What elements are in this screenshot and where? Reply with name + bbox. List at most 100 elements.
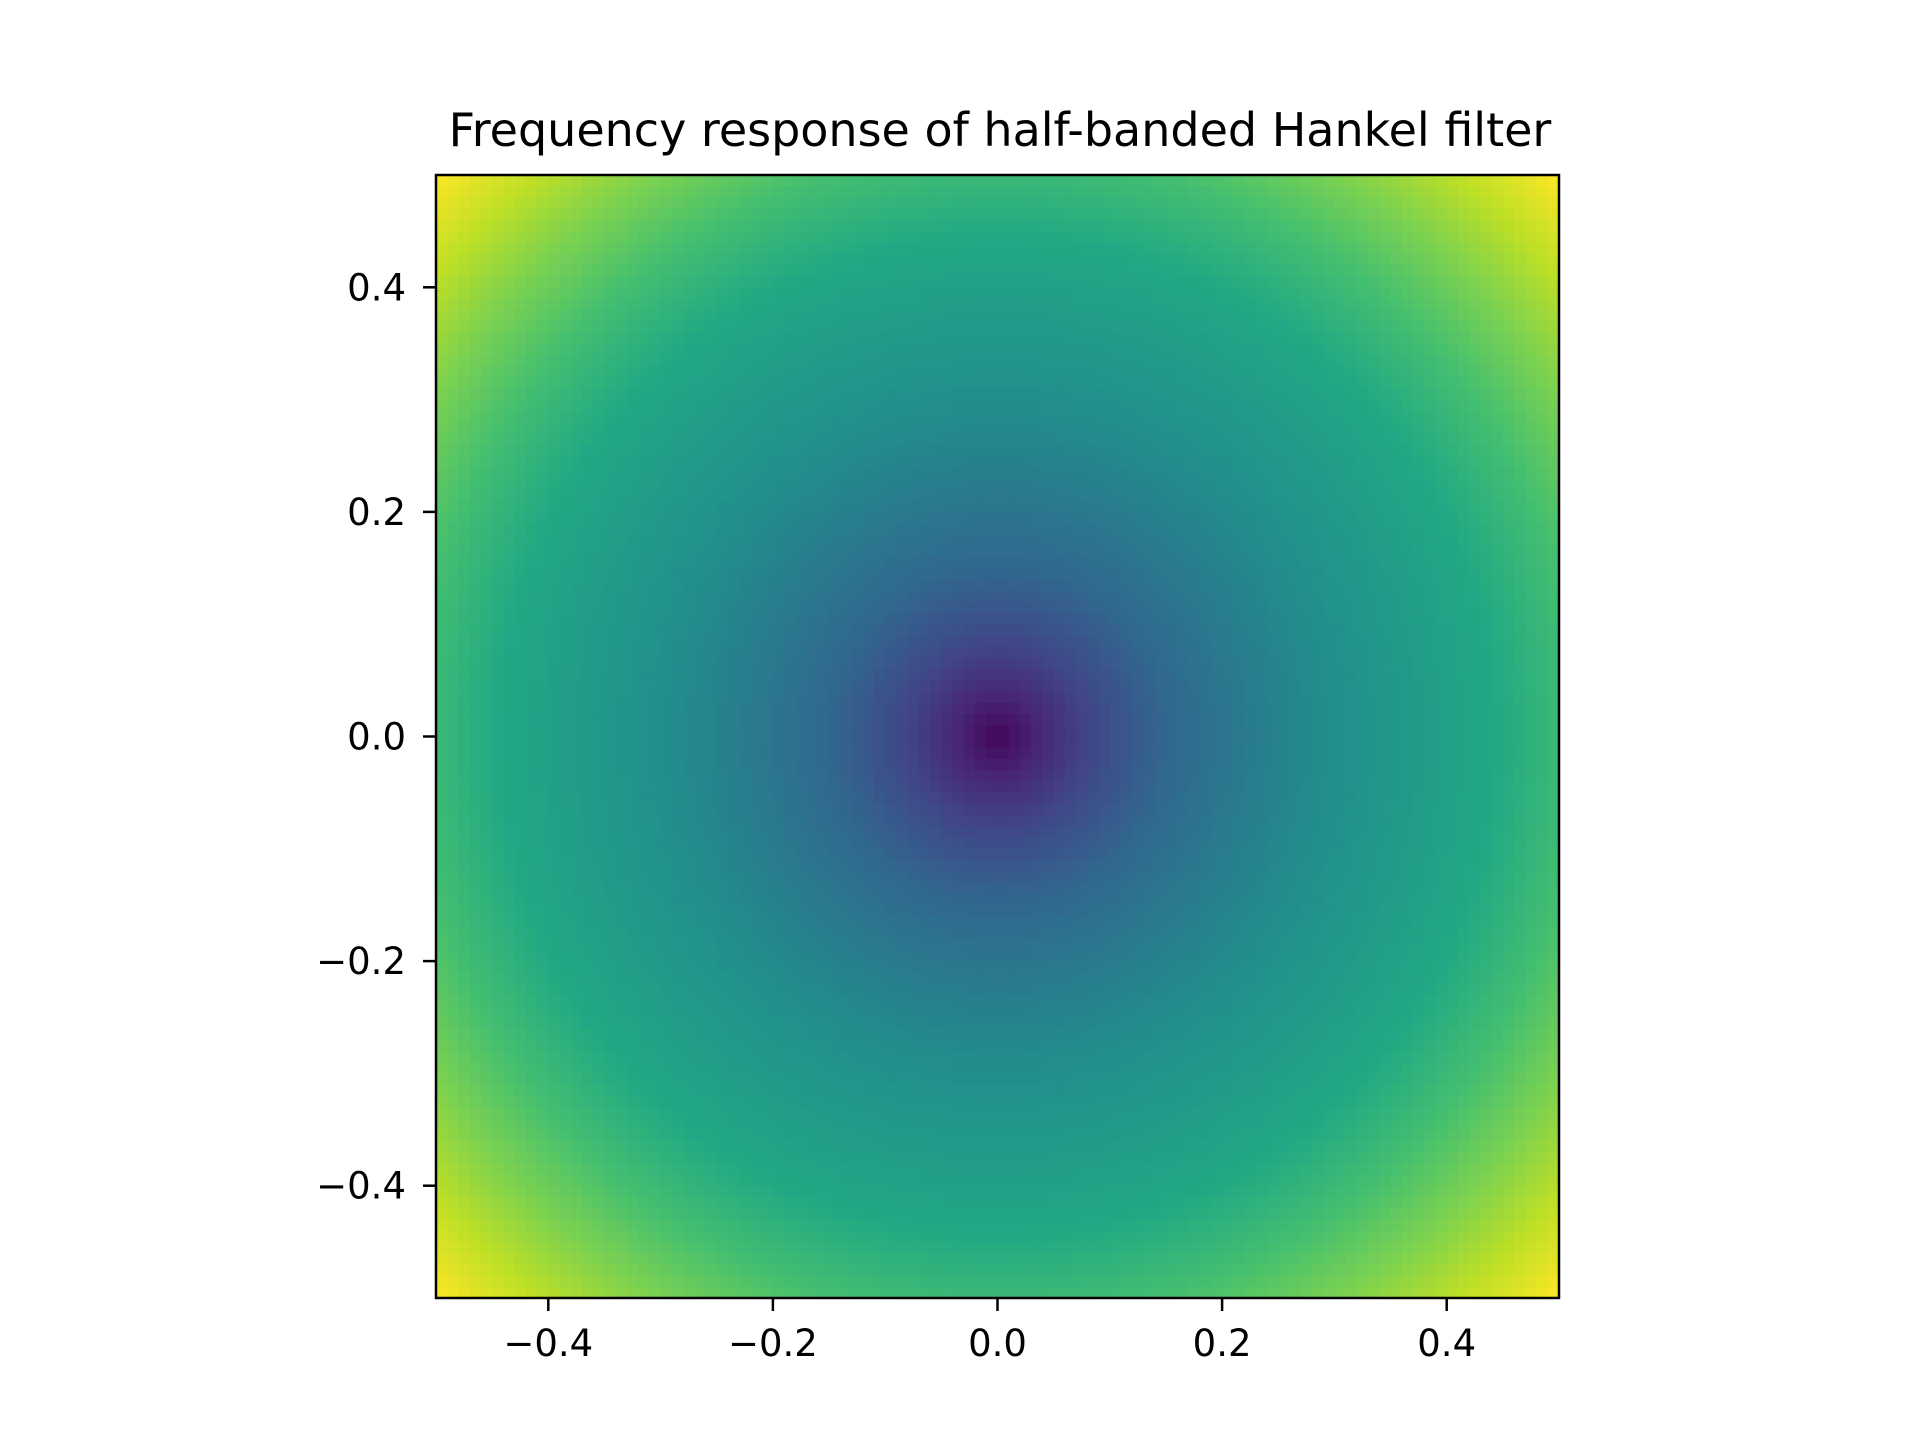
heatmap-cell <box>548 904 561 917</box>
heatmap-cell <box>739 1152 752 1164</box>
heatmap-cell <box>772 826 785 839</box>
chart-title: Frequency response of half-banded Hankel… <box>449 103 1552 157</box>
heatmap-cell <box>683 792 695 805</box>
heatmap-cell <box>705 747 718 760</box>
heatmap-cell <box>660 377 673 389</box>
heatmap-cell <box>795 489 808 502</box>
heatmap-cell <box>638 1107 650 1119</box>
heatmap-cell <box>694 231 707 243</box>
heatmap-cell <box>537 691 549 704</box>
heatmap-cell <box>593 792 606 805</box>
heatmap-cell <box>907 837 920 850</box>
heatmap-cell <box>525 904 538 917</box>
heatmap-cell <box>952 691 965 704</box>
heatmap-cell <box>761 1152 774 1164</box>
heatmap-cell <box>784 1253 796 1265</box>
heatmap-cell <box>975 523 987 535</box>
heatmap-cell <box>548 253 561 266</box>
heatmap-cell <box>683 871 695 884</box>
heatmap-cell <box>480 489 493 502</box>
heatmap-cell <box>480 815 493 827</box>
heatmap-cell <box>593 635 606 648</box>
heatmap-cell <box>739 433 752 446</box>
heatmap-cell <box>683 197 695 210</box>
heatmap-cell <box>694 1174 707 1187</box>
heatmap-cell <box>626 714 639 726</box>
heatmap-cell <box>840 1095 853 1108</box>
heatmap-cell <box>795 646 808 659</box>
heatmap-cell <box>750 1062 763 1074</box>
heatmap-cell <box>503 354 516 367</box>
heatmap-cell <box>952 1230 965 1243</box>
heatmap-cell <box>683 590 695 603</box>
heatmap-cell <box>447 1152 460 1164</box>
heatmap-cell <box>986 1107 999 1119</box>
heatmap-cell <box>593 803 606 816</box>
heatmap-cell <box>907 994 920 1007</box>
heatmap-cell <box>649 601 662 614</box>
heatmap-cell <box>447 747 460 760</box>
heatmap-cell <box>829 1073 841 1086</box>
heatmap-cell <box>873 1073 886 1086</box>
heatmap-cell <box>469 1084 482 1097</box>
heatmap-cell <box>660 770 673 783</box>
heatmap-cell <box>840 298 853 311</box>
heatmap-cell <box>772 242 785 255</box>
heatmap-cell <box>537 601 549 614</box>
heatmap-cell <box>480 994 493 1007</box>
heatmap-cell <box>806 972 819 985</box>
heatmap-cell <box>829 657 841 670</box>
heatmap-cell <box>683 1241 695 1254</box>
heatmap-cell <box>817 826 830 839</box>
heatmap-cell <box>649 927 662 940</box>
heatmap-cell <box>829 826 841 839</box>
heatmap-cell <box>469 186 482 199</box>
heatmap-cell <box>784 848 796 861</box>
heatmap-cell <box>862 747 875 760</box>
heatmap-cell <box>716 994 729 1007</box>
heatmap-cell <box>963 264 976 277</box>
heatmap-cell <box>537 949 549 962</box>
heatmap-cell <box>660 579 673 592</box>
heatmap-cell <box>480 365 493 378</box>
heatmap-cell <box>963 1196 976 1209</box>
heatmap-cell <box>649 320 662 333</box>
heatmap-cell <box>660 1275 673 1288</box>
heatmap-cell <box>469 792 482 805</box>
heatmap-cell <box>907 815 920 827</box>
heatmap-cell <box>716 736 729 749</box>
heatmap-cell <box>952 1084 965 1097</box>
heatmap-cell <box>469 410 482 423</box>
heatmap-cell <box>851 815 864 827</box>
heatmap-cell <box>896 1050 909 1063</box>
heatmap-cell <box>615 500 628 513</box>
heatmap-cell <box>548 298 561 311</box>
heatmap-cell <box>930 422 942 434</box>
heatmap-cell <box>581 354 594 367</box>
heatmap-cell <box>795 1196 808 1209</box>
heatmap-cell <box>492 545 504 558</box>
heatmap-cell <box>727 455 740 468</box>
heatmap-cell <box>671 1062 684 1074</box>
heatmap-cell <box>862 860 875 872</box>
heatmap-cell <box>907 466 920 479</box>
heatmap-cell <box>772 276 785 288</box>
heatmap-cell <box>739 714 752 726</box>
heatmap-cell <box>626 1095 639 1108</box>
heatmap-cell <box>705 208 718 221</box>
heatmap-cell <box>784 511 796 524</box>
heatmap-cell <box>480 1050 493 1063</box>
heatmap-cell <box>806 1006 819 1018</box>
heatmap-cell <box>918 837 931 850</box>
heatmap-cell <box>829 534 841 547</box>
heatmap-cell <box>570 489 583 502</box>
heatmap-cell <box>750 568 763 580</box>
heatmap-cell <box>829 590 841 603</box>
heatmap-cell <box>503 1241 516 1254</box>
heatmap-cell <box>716 197 729 210</box>
heatmap-cell <box>626 669 639 681</box>
heatmap-cell <box>885 332 898 345</box>
heatmap-cell <box>795 556 808 569</box>
heatmap-cell <box>581 1174 594 1187</box>
heatmap-cell <box>671 1095 684 1108</box>
